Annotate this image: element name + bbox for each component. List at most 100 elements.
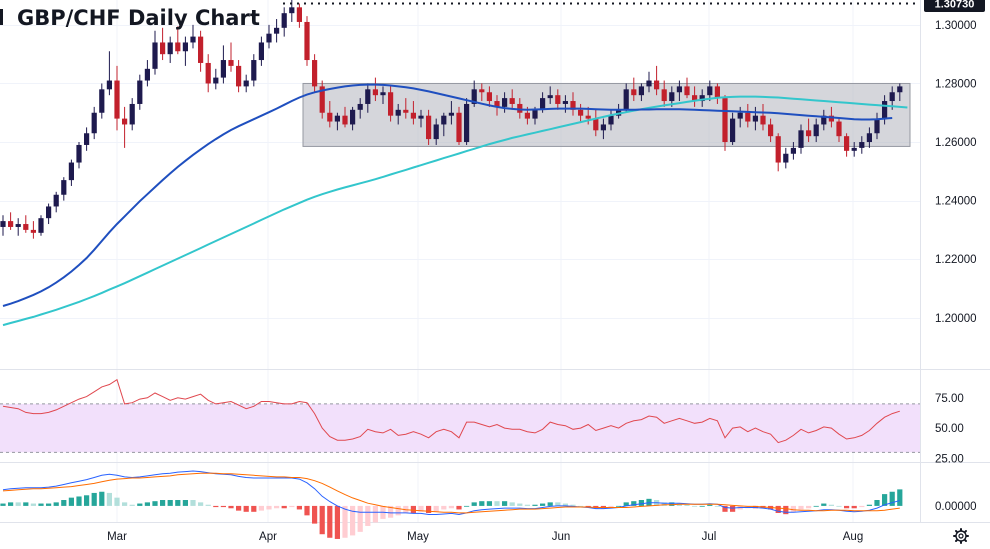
candle — [350, 106, 356, 131]
candle — [502, 92, 508, 113]
macd-histogram-bar — [661, 502, 667, 506]
candle — [623, 83, 629, 113]
candle-body — [15, 224, 21, 227]
macd-histogram-bar — [547, 502, 553, 506]
candle — [289, 0, 295, 22]
candle — [91, 106, 97, 140]
candle-body — [182, 42, 188, 52]
price-tick-label: 1.30000 — [935, 20, 977, 32]
candle — [790, 142, 796, 160]
macd-line — [2, 470, 900, 516]
candle-body — [889, 92, 895, 102]
candle — [555, 89, 561, 110]
candle — [874, 112, 880, 140]
candle-body — [160, 42, 166, 55]
macd-histogram-bar — [517, 503, 523, 506]
candle — [593, 109, 599, 137]
candle-body — [167, 42, 173, 55]
candle-body — [775, 136, 781, 163]
macd-histogram-bar — [175, 500, 181, 506]
candlesticks — [0, 0, 903, 239]
macd-histogram-bar — [274, 505, 280, 509]
candle-body — [137, 80, 143, 104]
macd-histogram-bar — [182, 500, 188, 506]
candle — [631, 77, 637, 102]
candle-body — [251, 60, 257, 81]
candle — [76, 142, 82, 169]
candle-body — [828, 115, 834, 122]
macd-histogram-bar — [342, 505, 348, 538]
macd-histogram-bar — [228, 505, 234, 509]
candle — [243, 74, 249, 93]
macd-histogram-bar — [562, 503, 568, 506]
candle-body — [798, 130, 804, 148]
macd-histogram-bar — [608, 505, 614, 508]
candle — [61, 177, 67, 201]
candle — [395, 103, 401, 125]
macd-histogram-bar — [692, 505, 698, 507]
candle-body — [266, 33, 272, 43]
macd-histogram-bar — [699, 505, 705, 507]
candle-body — [745, 112, 751, 122]
candle — [494, 95, 500, 116]
macd-histogram-bar — [152, 501, 158, 506]
candle-body — [228, 60, 234, 66]
candle-body — [836, 121, 842, 137]
macd-histogram-bar — [198, 502, 204, 506]
candle-body — [61, 180, 67, 195]
candle-body — [882, 101, 888, 119]
macd-histogram-bar — [441, 505, 447, 510]
macd-histogram-bar — [775, 505, 781, 513]
candle-body — [175, 42, 181, 52]
candle-body — [357, 103, 363, 110]
candle — [0, 215, 6, 236]
candle — [646, 71, 652, 93]
last-price-tag-text: 1.30730 — [935, 0, 975, 11]
macd-histogram-bar — [821, 503, 827, 506]
macd-histogram-bar — [334, 505, 340, 539]
candle-body — [334, 115, 340, 122]
candle — [319, 80, 325, 119]
candle — [783, 147, 789, 169]
macd-histogram-bar — [486, 501, 492, 506]
price-tick-label: 1.22000 — [935, 254, 977, 266]
macd-histogram-bar — [638, 500, 644, 506]
macd-histogram-bar — [243, 505, 249, 512]
candle — [448, 101, 454, 125]
candle-body — [236, 65, 242, 87]
macd-histogram-bar — [806, 505, 812, 509]
candle — [372, 77, 378, 102]
candle-body — [312, 60, 318, 87]
candle-body — [821, 115, 827, 125]
macd-histogram-bar — [616, 505, 622, 507]
candle-body — [471, 89, 477, 104]
candle-body — [220, 60, 226, 78]
time-tick-label: Aug — [843, 531, 863, 543]
gear-icon[interactable] — [953, 528, 969, 544]
rsi-line — [2, 378, 900, 444]
macd-histogram-bar — [684, 504, 690, 506]
candle — [692, 86, 698, 107]
candle — [866, 127, 872, 148]
candle-body — [258, 42, 264, 61]
candle — [562, 95, 568, 113]
candle-body — [91, 112, 97, 134]
macd-histogram-bar — [707, 504, 713, 506]
candle-body — [8, 221, 14, 227]
rsi-tick-label: 50.00 — [935, 423, 964, 435]
candle — [654, 65, 660, 96]
candle — [684, 77, 690, 99]
moving-average-slow-line — [2, 95, 908, 327]
macd-histogram-bar — [84, 495, 90, 506]
macd-histogram-bar — [623, 502, 629, 506]
candle — [258, 36, 264, 66]
candle — [357, 98, 363, 119]
macd-histogram-bar — [866, 504, 872, 506]
candle-body — [593, 118, 599, 131]
candle — [426, 109, 432, 145]
candle — [699, 89, 705, 107]
macd-histogram-bar — [281, 505, 287, 509]
candle — [707, 80, 713, 102]
price-tick-label: 1.26000 — [935, 137, 977, 149]
macd-histogram-bar — [15, 502, 21, 506]
